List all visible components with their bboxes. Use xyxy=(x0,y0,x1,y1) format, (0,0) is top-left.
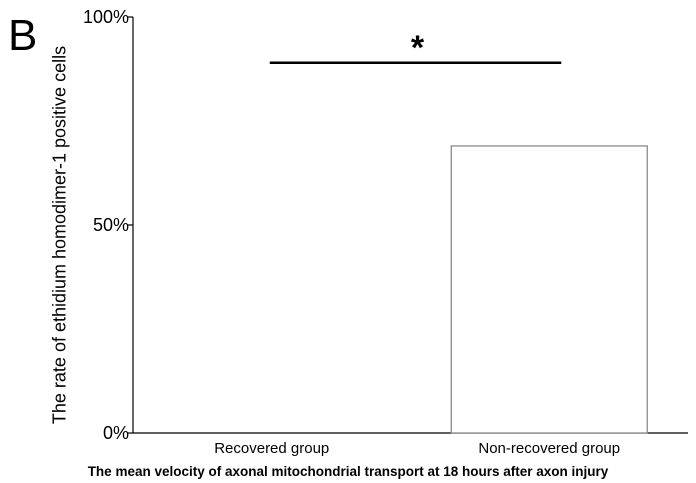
x-tick-label: Non-recovered group xyxy=(478,440,620,457)
significance-star: * xyxy=(411,29,425,67)
y-tick-label: 50% xyxy=(93,215,129,235)
x-axis-label: The mean velocity of axonal mitochondria… xyxy=(87,464,609,479)
significance-annotation: * xyxy=(269,29,562,67)
y-ticks: 0% 50% 100% xyxy=(83,7,133,443)
panel-label: B xyxy=(8,11,38,60)
y-tick-label: 100% xyxy=(83,7,129,27)
x-tick-label: Recovered group xyxy=(214,440,329,457)
bar xyxy=(450,145,648,434)
y-tick-label: 0% xyxy=(103,423,129,443)
bars xyxy=(450,145,648,434)
y-axis-label: The rate of ethidium homodimer-1 positiv… xyxy=(49,45,70,425)
x-tick-labels: Recovered group Non-recovered group xyxy=(214,440,620,457)
